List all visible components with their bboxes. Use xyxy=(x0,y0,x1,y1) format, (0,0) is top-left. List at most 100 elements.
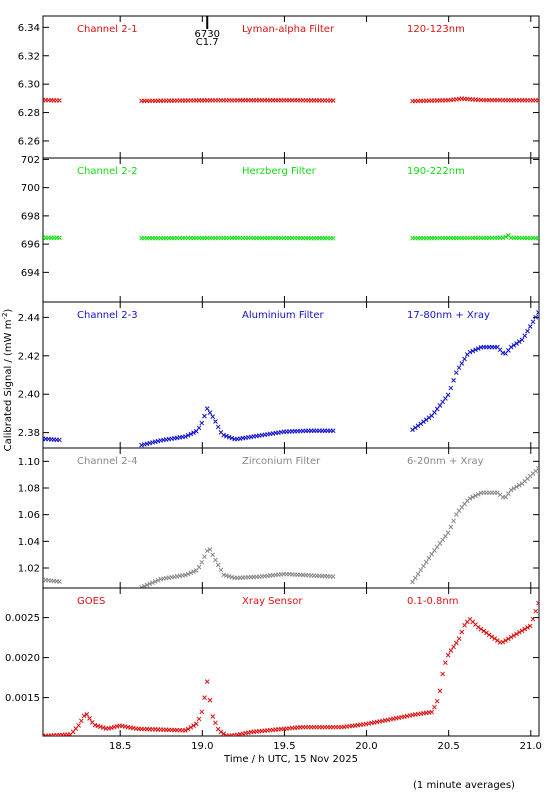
data-point xyxy=(182,572,188,578)
data-point xyxy=(470,494,476,500)
data-point xyxy=(536,600,539,606)
data-point xyxy=(443,533,448,539)
data-point xyxy=(470,348,476,354)
panel-4: 1.02 1.04 1.06 1.08 1.10 Channel 2-4 Zirconium… xyxy=(18,447,540,589)
data-point xyxy=(415,571,421,577)
data-point xyxy=(511,486,517,491)
data-point xyxy=(453,512,459,517)
panel-frame xyxy=(42,447,540,589)
y-tick-label: 1.02 xyxy=(18,564,40,575)
data-point xyxy=(448,524,454,530)
data-point xyxy=(489,634,495,640)
data-point xyxy=(434,698,440,704)
data-point xyxy=(221,731,227,736)
data-point xyxy=(536,235,539,241)
data-point xyxy=(514,341,519,346)
data-point xyxy=(193,721,199,727)
data-point xyxy=(453,370,459,376)
data-point xyxy=(530,319,536,325)
data-point xyxy=(199,420,205,426)
data-point xyxy=(147,581,153,587)
data-point xyxy=(207,547,213,552)
data-point xyxy=(527,324,533,329)
data-point xyxy=(516,339,522,345)
data-point xyxy=(182,728,188,733)
data-point xyxy=(508,344,514,350)
data-point xyxy=(199,709,205,715)
data-point xyxy=(76,723,81,728)
data-point xyxy=(437,403,443,408)
data-point xyxy=(475,624,481,630)
data-point xyxy=(467,349,473,355)
data-point xyxy=(191,569,196,574)
data-point xyxy=(182,434,188,439)
y-tick-label: 702 xyxy=(21,155,40,166)
series-points xyxy=(43,233,539,241)
y-tick-label: 2.42 xyxy=(18,351,40,362)
filter-label: Xray Sensor xyxy=(242,596,303,607)
band-label: 120-123nm xyxy=(407,24,465,35)
data-point xyxy=(185,726,191,732)
data-point xyxy=(437,541,443,546)
data-point xyxy=(213,419,218,424)
data-point xyxy=(462,622,467,628)
data-point xyxy=(456,636,462,642)
data-point xyxy=(155,577,161,583)
data-point xyxy=(191,723,196,728)
data-point xyxy=(481,628,487,634)
panel-frame xyxy=(42,15,540,159)
data-point xyxy=(188,570,194,576)
data-point xyxy=(57,437,62,443)
y-tick-label: 700 xyxy=(21,183,40,194)
y-tick-label: 1.10 xyxy=(18,457,40,468)
data-point xyxy=(495,638,500,643)
data-point xyxy=(210,714,216,719)
y-tick-label: 1.04 xyxy=(18,537,40,548)
channel-label: Channel 2-3 xyxy=(77,310,138,321)
data-point xyxy=(440,671,446,677)
y-tick-label: 694 xyxy=(21,268,40,279)
y-tick-label: 0.0015 xyxy=(5,693,40,704)
data-point xyxy=(448,385,454,391)
data-point xyxy=(503,494,508,500)
x-axis-label: Time / h UTC, 15 Nov 2025 xyxy=(223,754,358,765)
data-point xyxy=(500,639,506,645)
data-point xyxy=(330,428,336,434)
data-point xyxy=(150,580,155,586)
series-points xyxy=(43,310,539,448)
data-point xyxy=(204,548,210,554)
data-point xyxy=(215,562,221,568)
data-point xyxy=(525,625,530,630)
y-tick-label: 0.0020 xyxy=(5,653,40,664)
y-tick-label: 696 xyxy=(21,240,40,251)
data-point xyxy=(139,584,144,588)
data-point xyxy=(453,640,459,646)
data-point xyxy=(527,623,533,629)
filter-label: Herzberg Filter xyxy=(242,166,317,177)
data-point xyxy=(448,648,454,653)
data-point xyxy=(421,563,426,569)
data-point xyxy=(511,633,517,638)
data-point xyxy=(443,396,448,401)
data-point xyxy=(437,688,443,694)
data-point xyxy=(475,491,481,497)
data-point xyxy=(462,356,467,362)
band-label: 190-222nm xyxy=(407,166,465,177)
data-point xyxy=(519,337,525,343)
data-point xyxy=(505,636,511,642)
data-point xyxy=(418,567,424,573)
filter-label: Lyman-alpha Filter xyxy=(242,24,335,35)
data-point xyxy=(429,709,435,715)
panel-frame xyxy=(42,157,540,303)
data-point xyxy=(467,496,473,501)
data-point xyxy=(202,554,207,560)
data-point xyxy=(451,518,456,524)
x-tick-label: 19.5 xyxy=(273,741,295,752)
data-point xyxy=(98,724,103,730)
channel-label: Channel 2-4 xyxy=(77,456,138,467)
data-point xyxy=(516,482,522,488)
averaging-note: (1 minute averages) xyxy=(413,780,515,791)
data-point xyxy=(81,713,87,719)
data-point xyxy=(486,632,492,638)
